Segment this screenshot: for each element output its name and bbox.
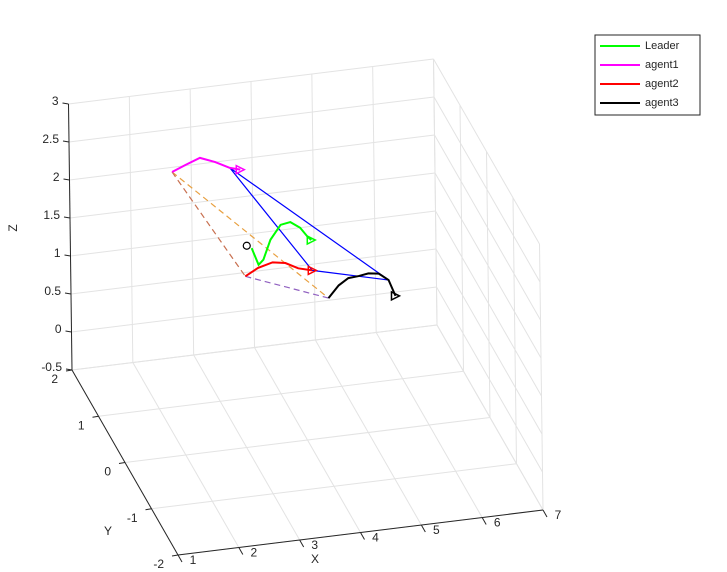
grid-line <box>372 66 377 333</box>
y-tick-label: 0 <box>104 465 111 479</box>
x-tick-label: 1 <box>190 553 197 567</box>
z-tick-label: 1 <box>54 246 61 260</box>
start-marker <box>242 241 251 250</box>
y-tick-label: 2 <box>51 372 58 386</box>
x-tick <box>542 509 548 518</box>
z-tick-label: 2.5 <box>42 132 59 146</box>
y-tick <box>145 508 152 511</box>
grid-line <box>436 324 544 511</box>
grid-line <box>68 96 435 143</box>
trajectory <box>171 156 241 173</box>
formation-link <box>245 275 329 299</box>
x-tick <box>481 517 487 525</box>
grid-line <box>68 58 434 105</box>
legend-box <box>594 34 701 116</box>
legend-label: agent3 <box>645 97 679 109</box>
end-marker <box>235 164 246 175</box>
end-marker <box>307 265 318 276</box>
z-tick-label: 0.5 <box>44 284 61 298</box>
y-tick-label: -2 <box>153 557 164 571</box>
end-marker <box>306 234 317 246</box>
grid-line <box>128 96 134 363</box>
x-tick-label: 2 <box>250 546 257 560</box>
y-tick-label: -1 <box>127 511 138 525</box>
z-tick <box>62 102 69 105</box>
z-tick-label: 0 <box>55 322 62 336</box>
grid-line <box>69 134 435 181</box>
x-tick <box>299 539 305 548</box>
z-tick-label: 2 <box>53 170 60 184</box>
formation-link <box>229 167 389 281</box>
x-tick-label: 7 <box>555 508 562 522</box>
z-tick <box>62 140 70 143</box>
z-tick <box>65 330 72 333</box>
z-axis <box>68 103 73 371</box>
grid-line <box>459 105 464 372</box>
trajectory <box>244 261 313 278</box>
z-tick <box>65 368 73 371</box>
z-tick <box>64 292 72 295</box>
grid-line <box>189 88 195 356</box>
grid-line <box>433 58 438 326</box>
trajectory <box>250 221 312 267</box>
y-tick <box>118 462 126 464</box>
y-tick <box>171 554 179 557</box>
grid-line <box>71 324 438 371</box>
z-tick-label: 1.5 <box>43 208 60 222</box>
grid-line <box>434 134 541 321</box>
y-tick-label: 1 <box>78 418 85 432</box>
z-tick-label: -0.5 <box>41 360 62 374</box>
grid-line <box>98 370 464 417</box>
grid-line <box>435 248 543 435</box>
grid-line <box>71 286 437 333</box>
grid-line <box>124 417 491 463</box>
y-tick <box>92 415 99 418</box>
grid-line <box>151 463 517 510</box>
z-tick <box>64 254 71 257</box>
y-axis-label: Y <box>104 524 112 538</box>
grid-line <box>250 81 255 348</box>
formation-link <box>171 171 246 277</box>
x-tick-label: 5 <box>433 523 440 537</box>
grid-line <box>433 58 540 245</box>
grid-line <box>435 210 542 397</box>
x-tick-label: 6 <box>494 516 501 530</box>
z-axis-label: Z <box>6 224 20 231</box>
grid-line <box>436 286 543 473</box>
z-tick <box>63 216 71 219</box>
x-tick <box>177 554 183 563</box>
x-tick-label: 3 <box>311 538 318 552</box>
legend-label: Leader <box>645 40 680 52</box>
legend-label: agent2 <box>645 78 679 90</box>
x-axis-label: X <box>311 552 319 566</box>
x-tick <box>360 532 365 540</box>
grid-line <box>539 243 544 511</box>
grid-line <box>433 96 541 283</box>
z-tick <box>63 178 70 181</box>
grid-line <box>486 151 491 418</box>
trajectory <box>327 272 397 299</box>
x-tick <box>420 524 426 533</box>
x-tick <box>238 547 244 555</box>
x-tick-label: 4 <box>372 531 379 545</box>
legend-label: agent1 <box>645 59 679 71</box>
grid-line <box>512 197 517 464</box>
grid-line <box>311 73 316 341</box>
grid-line <box>434 172 542 359</box>
end-marker <box>390 290 402 302</box>
grid-line <box>70 210 436 257</box>
formation-link <box>171 171 329 299</box>
z-tick-label: 3 <box>52 94 59 108</box>
